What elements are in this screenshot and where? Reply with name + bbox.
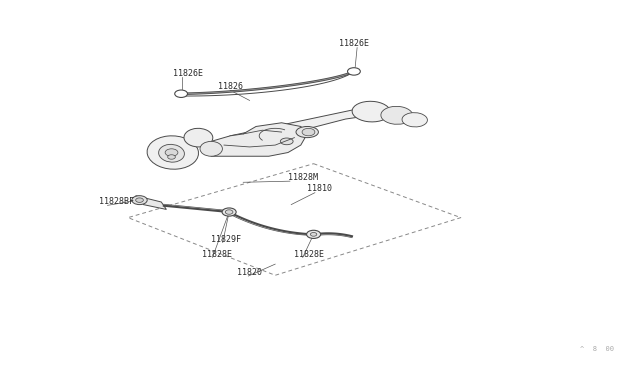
Ellipse shape [402, 113, 428, 127]
Text: 11826E: 11826E [339, 39, 369, 48]
Text: 11810: 11810 [307, 185, 332, 193]
Ellipse shape [147, 136, 198, 169]
Text: 11826E: 11826E [173, 69, 203, 78]
Circle shape [165, 149, 178, 156]
Circle shape [225, 210, 233, 214]
Polygon shape [224, 106, 378, 149]
Text: 11828E: 11828E [294, 250, 324, 259]
Ellipse shape [280, 138, 293, 145]
Ellipse shape [296, 126, 319, 138]
Circle shape [307, 230, 321, 238]
Polygon shape [136, 196, 166, 209]
Circle shape [175, 90, 188, 97]
Text: 11829F: 11829F [211, 235, 241, 244]
Text: 11828E: 11828E [202, 250, 232, 259]
Circle shape [132, 196, 147, 205]
Text: 11828M: 11828M [288, 173, 318, 182]
Ellipse shape [381, 106, 413, 124]
Circle shape [302, 128, 315, 136]
Circle shape [348, 68, 360, 75]
Text: ^  8  00: ^ 8 00 [580, 346, 614, 352]
Circle shape [136, 198, 143, 202]
Circle shape [310, 232, 317, 236]
Text: 11820: 11820 [237, 268, 262, 277]
Polygon shape [205, 123, 307, 156]
Ellipse shape [159, 144, 184, 162]
Text: 11828BF: 11828BF [99, 198, 134, 206]
Text: 11826: 11826 [218, 82, 243, 91]
Circle shape [168, 155, 175, 159]
Ellipse shape [352, 101, 390, 122]
Ellipse shape [184, 128, 213, 147]
Ellipse shape [200, 141, 223, 156]
Circle shape [222, 208, 236, 216]
